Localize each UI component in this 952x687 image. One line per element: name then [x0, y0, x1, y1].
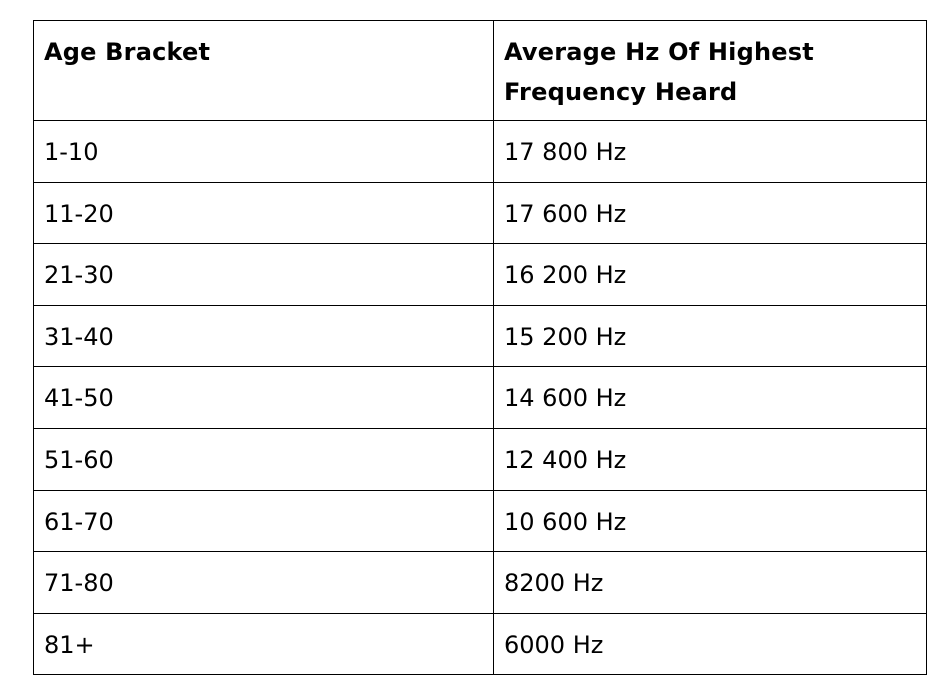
table-header: Age Bracket Average Hz Of Highest Freque…	[33, 20, 927, 121]
table-row: 61-70 10 600 Hz	[33, 489, 927, 553]
frequency-cell: 15 200 Hz	[493, 304, 927, 368]
table-row: 31-40 15 200 Hz	[33, 304, 927, 368]
age-bracket-cell: 11-20	[33, 181, 494, 245]
header-row: Age Bracket Average Hz Of Highest Freque…	[33, 20, 927, 121]
age-bracket-cell: 71-80	[33, 551, 494, 614]
frequency-cell: 16 200 Hz	[493, 243, 927, 306]
table-row: 1-10 17 800 Hz	[33, 120, 927, 183]
hearing-frequency-table: Age Bracket Average Hz Of Highest Freque…	[33, 20, 927, 676]
table-body: 1-10 17 800 Hz 11-20 17 600 Hz 21-30 16 …	[33, 120, 927, 676]
table-row: 81+ 6000 Hz	[33, 612, 927, 676]
frequency-cell: 10 600 Hz	[493, 489, 927, 553]
age-bracket-cell: 21-30	[33, 243, 494, 306]
table-row: 41-50 14 600 Hz	[33, 366, 927, 429]
table-row: 71-80 8200 Hz	[33, 551, 927, 614]
table-row: 21-30 16 200 Hz	[33, 243, 927, 306]
frequency-cell: 17 600 Hz	[493, 181, 927, 245]
frequency-cell: 8200 Hz	[493, 551, 927, 614]
average-hz-header: Average Hz Of Highest Frequency Heard	[493, 20, 927, 121]
table-row: 11-20 17 600 Hz	[33, 181, 927, 245]
age-bracket-cell: 1-10	[33, 120, 494, 183]
age-bracket-cell: 31-40	[33, 304, 494, 368]
frequency-cell: 12 400 Hz	[493, 427, 927, 491]
table-row: 51-60 12 400 Hz	[33, 427, 927, 491]
age-bracket-cell: 41-50	[33, 366, 494, 429]
frequency-cell: 17 800 Hz	[493, 120, 927, 183]
frequency-cell: 14 600 Hz	[493, 366, 927, 429]
age-bracket-cell: 51-60	[33, 427, 494, 491]
age-bracket-cell: 81+	[33, 612, 494, 676]
age-bracket-cell: 61-70	[33, 489, 494, 553]
age-bracket-header: Age Bracket	[33, 20, 494, 121]
frequency-cell: 6000 Hz	[493, 612, 927, 676]
document-sheet: Age Bracket Average Hz Of Highest Freque…	[33, 20, 927, 676]
